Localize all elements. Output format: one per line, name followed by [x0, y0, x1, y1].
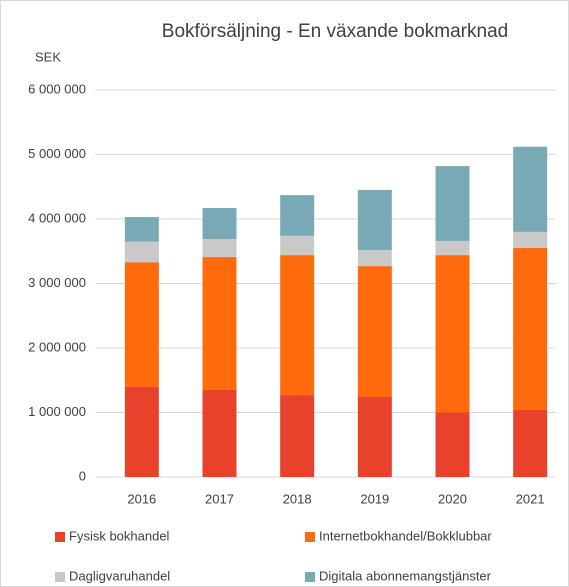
bar-segment	[280, 235, 315, 256]
y-tick-label: 3 000 000	[28, 275, 86, 290]
bar-segment	[435, 412, 470, 477]
bar-segment	[202, 257, 237, 390]
legend-label: Fysisk bokhandel	[69, 528, 170, 543]
bar-segment	[202, 238, 237, 258]
bar-segment	[124, 386, 159, 477]
legend-swatch	[55, 572, 65, 582]
bar-segment	[280, 255, 315, 396]
bar-segment	[357, 397, 392, 477]
legend-swatch	[305, 532, 315, 542]
legend-label: Dagligvaruhandel	[69, 568, 170, 583]
legend-swatch	[55, 532, 65, 542]
x-tick-label: 2018	[283, 491, 312, 506]
x-tick-label: 2017	[205, 491, 234, 506]
legend-swatch	[305, 572, 315, 582]
bar-segment	[513, 409, 548, 477]
x-tick-label: 2016	[127, 491, 156, 506]
bar-segment	[124, 262, 159, 387]
bar-segment	[435, 240, 470, 256]
y-tick-label: 6 000 000	[28, 81, 86, 96]
y-tick-label: 2 000 000	[28, 339, 86, 354]
bar-segment	[124, 217, 159, 242]
legend-label: Internetbokhandel/Bokklubbar	[319, 528, 492, 543]
bar-segment	[357, 266, 392, 398]
bar-segment	[435, 166, 470, 241]
y-tick-label: 5 000 000	[28, 146, 86, 161]
bar-segment	[202, 208, 237, 239]
bar-segment	[435, 255, 470, 413]
bar-segment	[280, 395, 315, 477]
y-tick-label: 0	[79, 468, 86, 483]
bar-segment	[513, 231, 548, 249]
bar-segment	[202, 389, 237, 477]
bar-segment	[280, 195, 315, 236]
chart-title: Bokförsäljning - En växande bokmarknad	[162, 21, 508, 42]
bar-segment	[357, 249, 392, 267]
y-tick-label: 4 000 000	[28, 210, 86, 225]
bar-segment	[513, 248, 548, 410]
y-axis-label: SEK	[35, 49, 61, 64]
x-tick-label: 2019	[360, 491, 389, 506]
y-tick-label: 1 000 000	[28, 404, 86, 419]
bar-segment	[357, 189, 392, 250]
x-tick-label: 2021	[516, 491, 545, 506]
legend-label: Digitala abonnemangstjänster	[319, 568, 492, 583]
bar-segment	[124, 241, 159, 263]
x-tick-label: 2020	[438, 491, 467, 506]
bar-segment	[513, 146, 548, 232]
